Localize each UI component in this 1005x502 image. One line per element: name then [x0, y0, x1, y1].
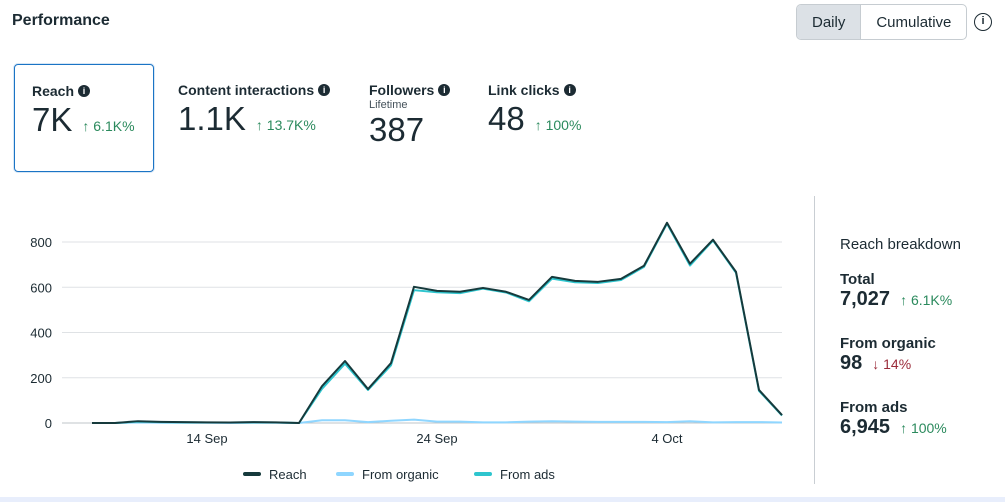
legend-label: Reach — [269, 467, 307, 482]
metric-label: Followers — [369, 82, 435, 98]
daily-toggle-button[interactable]: Daily — [797, 5, 862, 39]
divider — [814, 196, 815, 484]
metric-label: Reach — [32, 83, 75, 99]
breakdown-label: From ads — [840, 399, 908, 416]
metric-value: 387 — [369, 111, 425, 148]
page-title: Performance — [12, 12, 110, 29]
metric-value: 7K — [32, 101, 73, 138]
metric-card-reach[interactable]: Reach i 7K ↑ 6.1K% — [14, 64, 154, 172]
metric-sublabel: Lifetime — [369, 99, 408, 111]
bottom-edge — [0, 497, 1005, 502]
breakdown-total: Total 7,027 ↑ 6.1K% — [840, 271, 952, 311]
cumulative-toggle-button[interactable]: Cumulative — [876, 13, 952, 31]
breakdown-value: 6,945 — [840, 416, 891, 438]
info-icon[interactable]: i — [438, 84, 451, 96]
breakdown-label: Total — [840, 271, 875, 288]
breakdown-ads: From ads 6,945 ↑ 100% — [840, 399, 947, 439]
series-line-reach — [92, 221, 783, 424]
metric-card-followers[interactable]: Followers i Lifetime 387 — [369, 64, 451, 172]
reach-chart: 0 200 400 600 800 14 Sep 24 Sep 4 Oct Reach From … — [30, 221, 783, 482]
x-tick-label: 14 Sep — [186, 431, 227, 446]
y-tick-label: 200 — [30, 371, 52, 386]
breakdown-change: ↑ 100% — [900, 420, 947, 436]
breakdown-value: 98 — [840, 352, 863, 374]
metric-label: Content interactions — [178, 82, 315, 98]
info-icon[interactable]: i — [974, 13, 992, 31]
x-tick-label: 4 Oct — [651, 431, 682, 446]
metric-change: ↑ 6.1K% — [82, 118, 135, 134]
metric-card-link-clicks[interactable]: Link clicks i 48 ↑ 100% — [488, 64, 581, 172]
info-icon[interactable]: i — [78, 85, 91, 97]
breakdown-change: ↑ 6.1K% — [900, 292, 953, 308]
breakdown-title: Reach breakdown — [840, 236, 961, 253]
metric-change: ↑ 100% — [534, 117, 582, 133]
legend-label: From ads — [500, 467, 555, 482]
info-icon[interactable]: i — [318, 84, 331, 96]
breakdown-value: 7,027 — [840, 288, 891, 310]
breakdown-label: From organic — [840, 335, 936, 352]
y-tick-label: 400 — [30, 326, 52, 341]
metric-value: 48 — [488, 100, 525, 137]
breakdown-organic: From organic 98 ↓ 14% — [840, 335, 936, 375]
view-toggle: Daily Cumulative — [796, 4, 968, 40]
metric-label: Link clicks — [488, 82, 560, 98]
breakdown-change: ↓ 14% — [872, 356, 912, 372]
y-tick-label: 0 — [45, 416, 52, 431]
x-tick-label: 24 Sep — [416, 431, 457, 446]
info-icon[interactable]: i — [563, 84, 576, 96]
legend-label: From organic — [362, 467, 439, 482]
y-tick-label: 800 — [30, 235, 52, 250]
series-line-from-ads — [92, 222, 783, 424]
metric-change: ↑ 13.7K% — [255, 117, 316, 133]
metric-value: 1.1K — [178, 100, 246, 137]
y-tick-label: 600 — [30, 280, 52, 295]
metric-card-content-interactions[interactable]: Content interactions i 1.1K ↑ 13.7K% — [178, 64, 331, 172]
